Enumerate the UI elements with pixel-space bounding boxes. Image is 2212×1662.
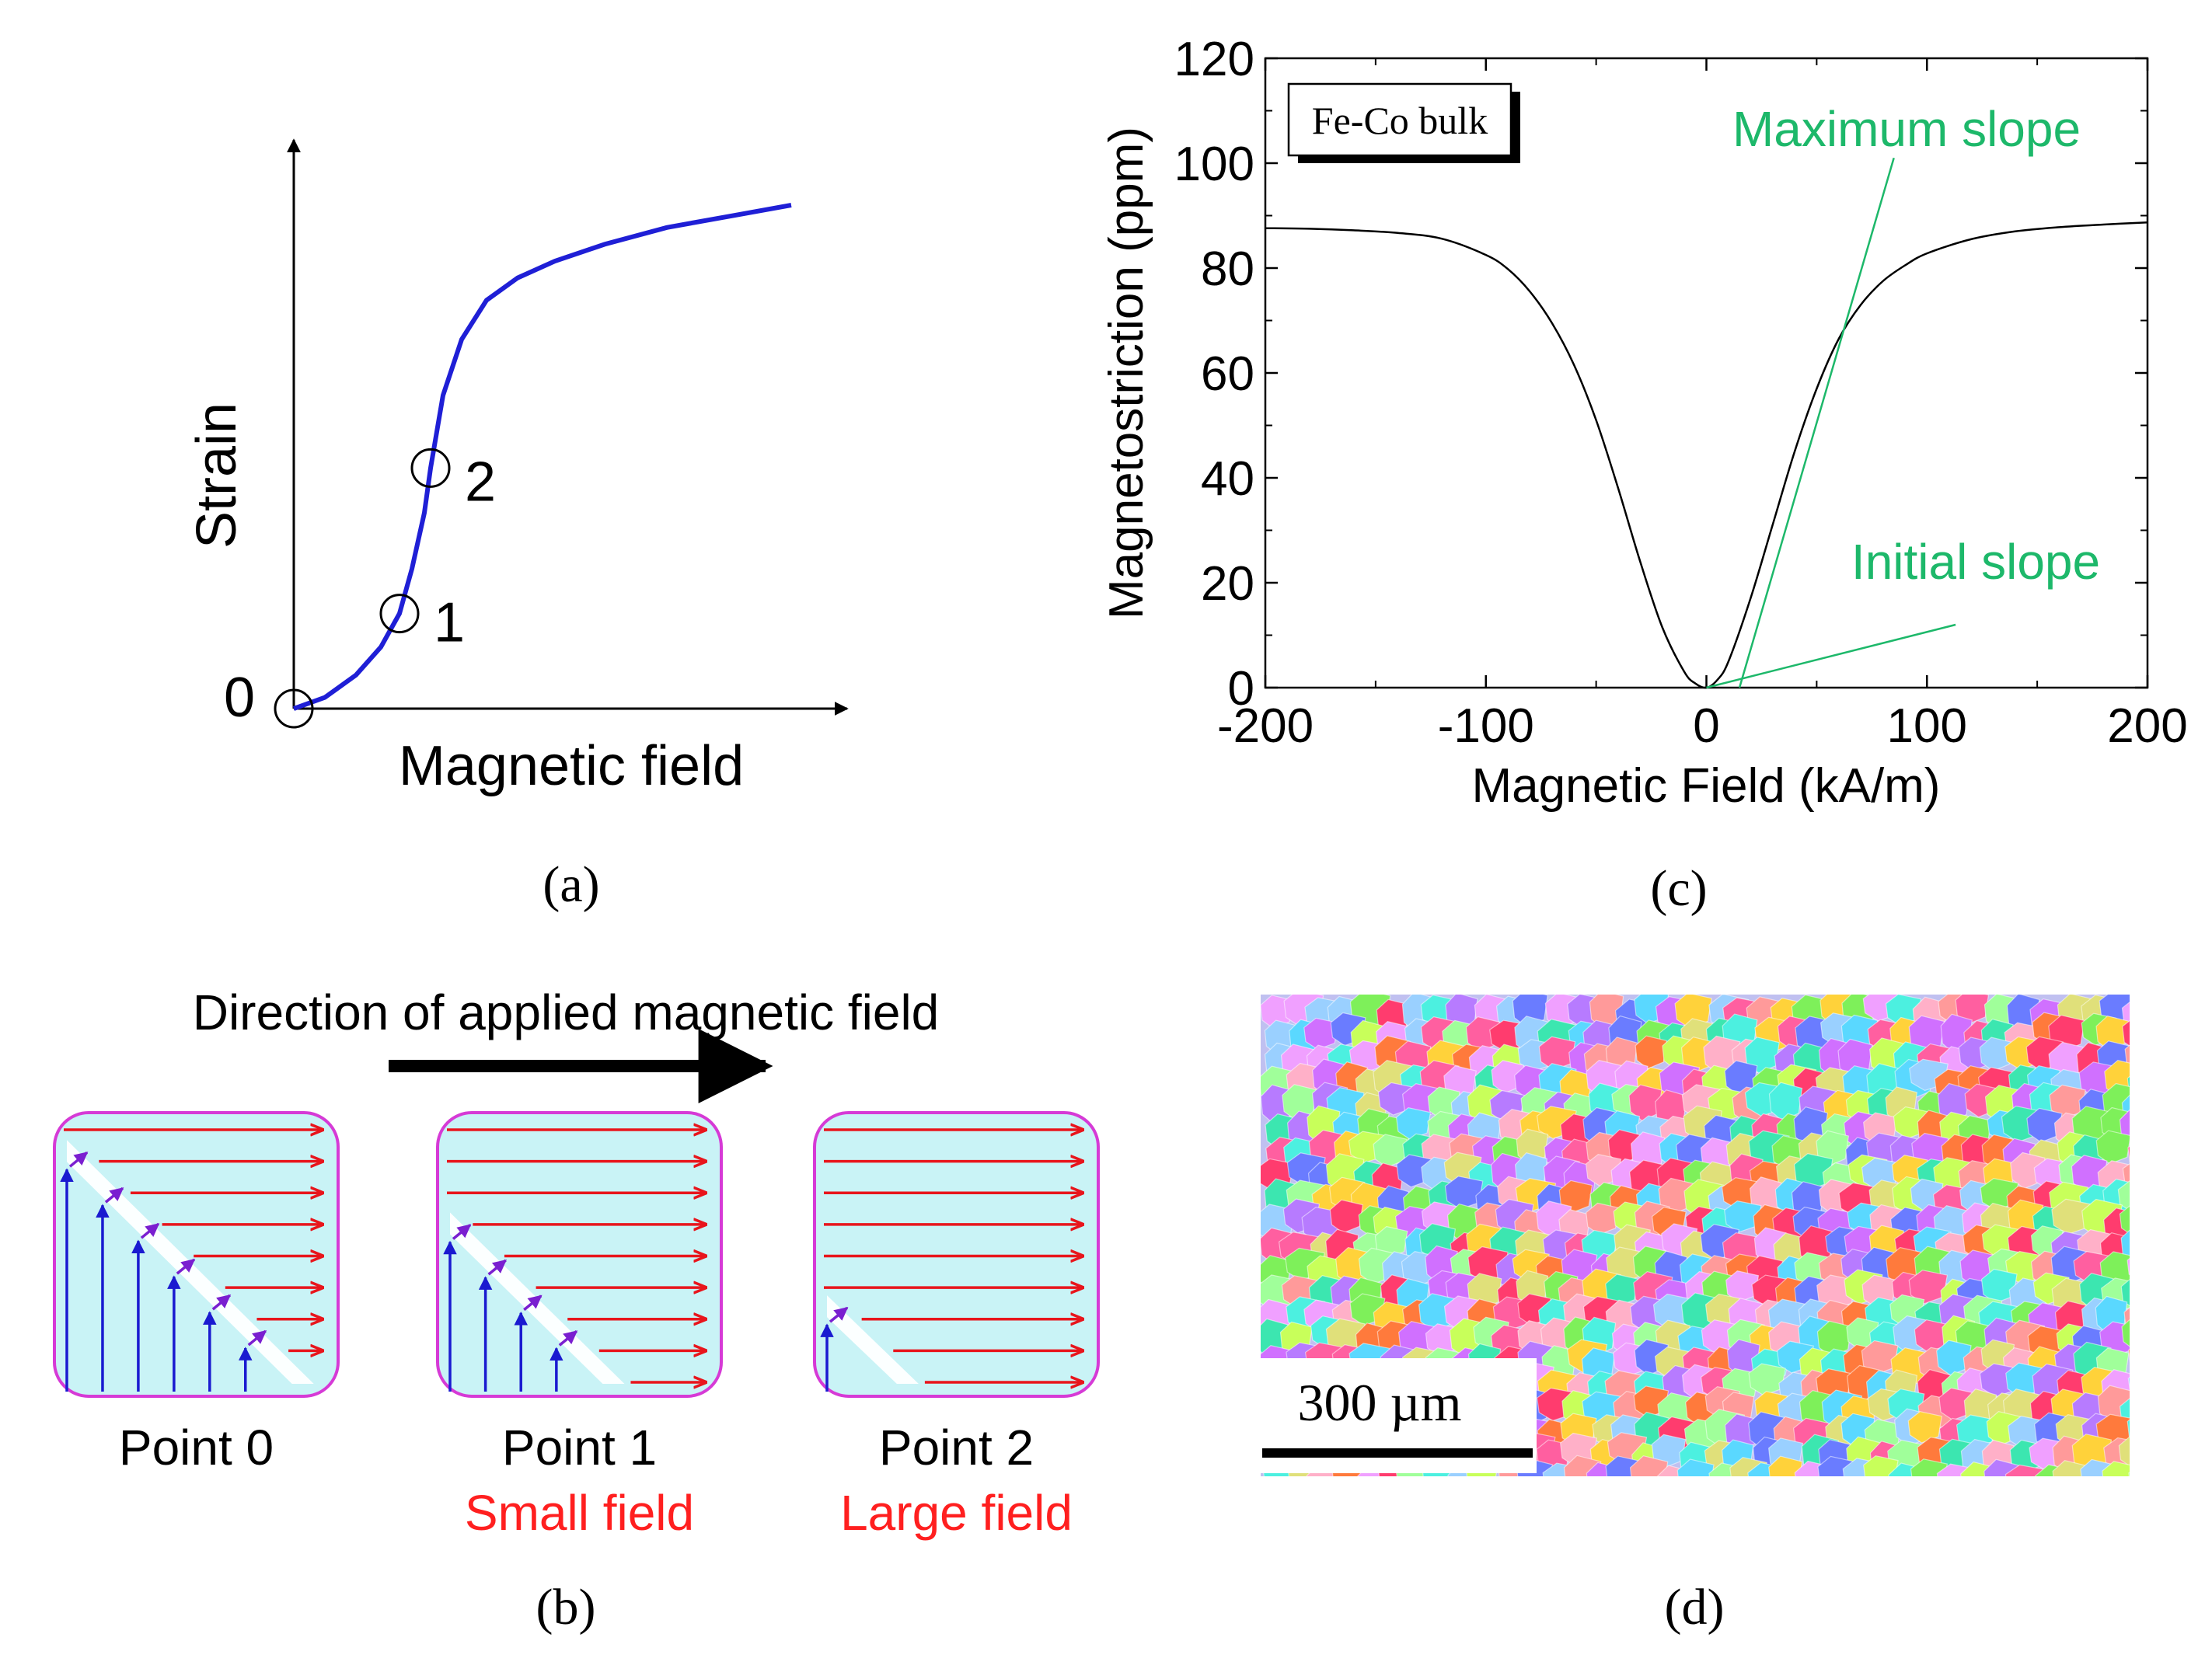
panel-c-magnetostriction-curve	[1265, 221, 2148, 689]
panel-b-domain-1: Point 1 Small field	[436, 1111, 723, 1541]
panel-b-purple-arrow	[487, 1259, 507, 1276]
panel-b-caption: (b)	[536, 1579, 596, 1636]
panel-c-y-tick-label: 100	[1174, 138, 1254, 191]
panel-a: 0 1 2 Magnetic field Strain (a)	[186, 138, 849, 913]
panel-a-caption: (a)	[543, 856, 599, 913]
panel-c-inset-label: Fe-Co bulk	[1312, 99, 1488, 142]
panel-d-scale-bar-label: 300 µm	[1297, 1373, 1461, 1432]
panel-a-points: 0 1 2	[224, 448, 496, 729]
panel-d-grain-map	[1261, 995, 2130, 1476]
panel-b-purple-arrow	[829, 1306, 849, 1323]
panel-c-xlabel: Magnetic Field (kA/m)	[1472, 759, 1941, 813]
panel-c-initial-slope-line	[1706, 623, 1956, 689]
panel-b-purple-arrow	[247, 1329, 267, 1347]
panel-b-purple-arrow	[523, 1294, 543, 1312]
panel-a-point-0-marker	[274, 688, 314, 729]
panel-d-caption: (d)	[1665, 1579, 1725, 1636]
panel-c-caption: (c)	[1650, 860, 1707, 917]
panel-b-purple-arrow	[452, 1224, 472, 1240]
panel-c-y-tick-label: 80	[1201, 242, 1254, 296]
panel-b-field-label: Large field	[840, 1485, 1073, 1541]
panel-b: Direction of applied magnetic field Poin…	[53, 984, 1100, 1636]
panel-b-point-label: Point 2	[879, 1420, 1034, 1476]
panel-c-ylabel: Magnetostriction (ppm)	[1100, 127, 1153, 619]
panel-c-x-tick-label: 0	[1693, 699, 1719, 753]
panel-a-point-1-marker	[379, 594, 420, 634]
panel-c-inset-box: Fe-Co bulk	[1287, 82, 1520, 163]
panel-a-xlabel: Magnetic field	[399, 735, 744, 797]
panel-c-y-tick-label: 20	[1201, 557, 1254, 611]
panel-b-direction-label: Direction of applied magnetic field	[193, 984, 940, 1040]
panel-b-purple-arrow	[211, 1294, 232, 1311]
panel-b-point-label: Point 1	[502, 1420, 657, 1476]
panel-a-point-2-label: 2	[465, 451, 496, 513]
panel-b-purple-arrow	[68, 1151, 89, 1168]
panel-b-domain-0: Point 0	[53, 1111, 340, 1476]
panel-a-point-1-label: 1	[434, 592, 465, 654]
panel-b-purple-arrow	[104, 1186, 124, 1204]
panel-c-x-tick-label: 100	[1887, 699, 1967, 753]
panel-d: 300 µm (d)	[1261, 995, 2130, 1636]
panel-c-maximum-slope-line	[1738, 157, 1895, 688]
panel-a-point-2-marker	[410, 448, 451, 488]
panel-b-purple-arrow	[140, 1222, 160, 1239]
panel-c-y-tick-label: 40	[1201, 452, 1254, 506]
panel-c-y-tick-label: 0	[1228, 662, 1254, 716]
panel-b-purple-arrow	[176, 1258, 196, 1275]
panel-c-x-tick-label: -100	[1438, 699, 1534, 753]
panel-a-ylabel: Strain	[186, 402, 248, 549]
panel-b-domains: Point 0 Point 1 Small field Point 2 Large fi…	[53, 1111, 1100, 1541]
panel-c-ticks: -200 -100 0 100 200 0 20 40 60 80 100 120	[1174, 33, 2188, 753]
panel-c-maximum-slope-label: Maximum slope	[1732, 101, 2081, 157]
panel-b-purple-arrow	[558, 1330, 578, 1347]
panel-c: -200 -100 0 100 200 0 20 40 60 80 100 120 Fe-Co bul…	[1100, 33, 2188, 917]
panel-c-x-tick-label: 200	[2107, 699, 2187, 753]
panel-b-point-label: Point 0	[119, 1420, 274, 1476]
panel-b-field-label: Small field	[465, 1485, 694, 1541]
panel-c-y-tick-label: 60	[1201, 347, 1254, 401]
panel-a-strain-curve	[292, 203, 792, 711]
panel-d-scale-bar	[1262, 1448, 1533, 1458]
panel-b-domain-2: Point 2 Large field	[813, 1111, 1100, 1541]
panel-c-x-tick-label: -200	[1217, 699, 1314, 753]
panel-c-initial-slope-label: Initial slope	[1851, 534, 2100, 590]
panel-a-point-0-label: 0	[224, 667, 255, 729]
panel-c-y-tick-label: 120	[1174, 33, 1254, 86]
